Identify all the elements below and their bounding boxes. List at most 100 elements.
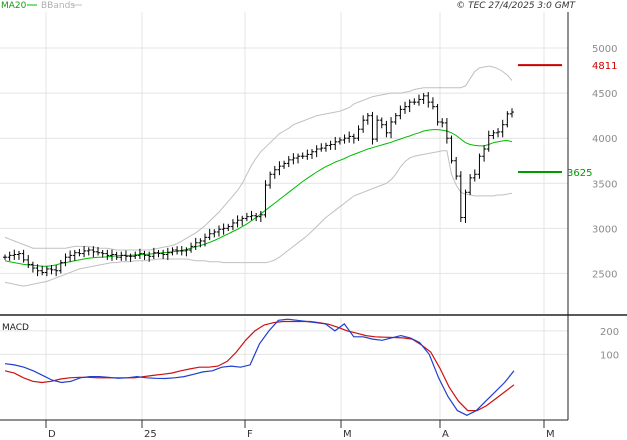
price-bar [114, 251, 119, 260]
price-bar [510, 108, 514, 118]
date-tick-label-0: D [48, 429, 56, 440]
price-bar [309, 149, 314, 159]
price-bar [26, 255, 31, 269]
price-bar [347, 131, 352, 143]
price-bar [291, 153, 296, 165]
macd-signal-line [4, 320, 515, 412]
price-bar [435, 103, 440, 126]
price-bar [272, 165, 277, 179]
price-bar [314, 145, 319, 158]
price-bar [416, 94, 421, 106]
macd-y-tick-label-200: 200 [600, 327, 619, 338]
price-bar [198, 238, 203, 248]
price-bar [40, 265, 45, 276]
price-bar [491, 130, 496, 140]
price-bar [7, 251, 12, 261]
price-bar [263, 180, 268, 218]
price-bar [30, 261, 35, 273]
price-bar [91, 246, 96, 258]
price-bar [342, 134, 347, 144]
y-tick-label-3500: 3500 [592, 179, 617, 190]
price-bar [300, 152, 305, 159]
price-bar [361, 115, 366, 133]
ma20-line [4, 129, 513, 267]
price-bar [305, 149, 310, 160]
macd-panel [4, 318, 515, 416]
price-bar [212, 229, 217, 238]
price-bar [282, 160, 287, 169]
price-bar [128, 253, 133, 262]
price-bar [468, 174, 473, 196]
price-bar [426, 92, 431, 108]
date-tick-label-4: A [442, 429, 449, 440]
price-bar [370, 111, 375, 145]
price-bar [86, 247, 91, 256]
price-bar [296, 153, 301, 164]
price-bar [286, 156, 291, 168]
price-bar [3, 254, 7, 260]
price-bar [123, 250, 128, 261]
price-bar [319, 143, 324, 152]
price-bar [207, 228, 212, 241]
axes [0, 12, 627, 428]
price-bar [384, 120, 389, 138]
price-bar [258, 211, 263, 223]
price-bar [226, 223, 231, 232]
price-bar [133, 251, 138, 260]
price-bar [477, 153, 482, 179]
price-bar [109, 249, 114, 261]
price-bar [244, 212, 249, 222]
price-bar [179, 246, 184, 256]
date-tick-label-2: F [247, 429, 253, 440]
price-bar [119, 251, 124, 261]
support-label: 3625 [567, 168, 592, 179]
price-bar [96, 246, 101, 256]
price-bar [412, 98, 417, 105]
y-tick-label-2500: 2500 [592, 269, 617, 280]
y-tick-label-4500: 4500 [592, 89, 617, 100]
date-tick-label-3: M [343, 429, 352, 440]
bollinger-bands [4, 65, 513, 287]
price-bar [430, 97, 435, 110]
price-bar [505, 111, 510, 128]
price-bar [49, 265, 54, 275]
price-bar [35, 264, 40, 277]
price-bars [3, 92, 514, 277]
price-bar [444, 118, 449, 144]
price-bar [268, 171, 273, 189]
price-bar [203, 233, 208, 247]
price-bar [449, 135, 454, 164]
price-bar [184, 247, 189, 257]
grid-layer [0, 12, 568, 420]
legend-bbands: BBands [41, 1, 75, 11]
y-tick-label-3000: 3000 [592, 224, 617, 235]
price-bar [147, 251, 152, 262]
price-bar [21, 249, 26, 263]
price-bar [142, 250, 147, 260]
price-bar [403, 101, 408, 114]
price-bar [77, 248, 82, 257]
price-bar [235, 215, 240, 228]
bb-lower-line [4, 150, 513, 287]
y-tick-label-5000: 5000 [592, 44, 617, 55]
price-bar [100, 249, 105, 258]
price-bar [333, 136, 338, 150]
price-bar [189, 242, 194, 253]
price-bar [421, 93, 426, 104]
price-bar [58, 259, 63, 274]
price-bar [72, 249, 77, 261]
price-bar [156, 249, 161, 258]
price-bar [407, 99, 412, 113]
price-bar [323, 142, 328, 152]
price-bar [16, 250, 21, 260]
price-bar [230, 219, 235, 231]
price-bar [328, 140, 333, 150]
price-bar [337, 137, 342, 145]
price-bar [351, 133, 356, 144]
price-bar [365, 112, 370, 125]
price-bar [389, 117, 394, 139]
price-bar [454, 156, 459, 180]
price-bar [440, 118, 445, 128]
